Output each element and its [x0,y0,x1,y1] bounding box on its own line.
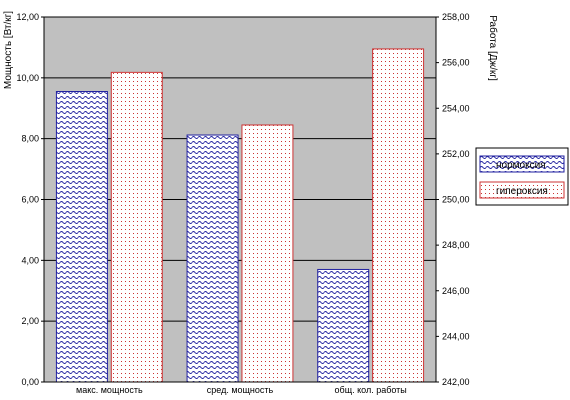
left-axis-title: Мощность [Вт/кг] [3,11,14,89]
bar-normoxia [186,134,239,383]
left-axis-ticks: 0,00 2,00 4,00 6,00 8,00 10,00 12,00 [16,12,44,387]
legend: нормоксия гипероксия [475,147,569,206]
legend-label-normoxia: нормоксия [496,160,546,171]
bar-hyperoxia [372,48,425,383]
left-tick-label: 8,00 [21,134,39,144]
legend-swatch-hyperoxia [479,181,565,199]
right-axis-ticks: 242,00 244,00 246,00 248,00 250,00 252,00 254,… [436,12,470,387]
right-axis-title: Работа [Дж/кг] [487,15,499,81]
right-tick-label: 248,00 [442,240,470,250]
bar-normoxia [317,268,370,383]
category-label: общ. кол. работы [335,385,407,395]
x-axis-ticks: макс. мощность сред. мощность общ. кол. ра… [76,385,407,395]
right-tick-label: 254,00 [442,103,470,113]
category-label: макс. мощность [76,385,143,395]
right-tick-label: 256,00 [442,58,470,68]
bar-normoxia [55,91,108,383]
category-label: сред. мощность [207,385,274,395]
legend-swatch-normoxia [479,155,565,173]
left-tick-label: 10,00 [16,73,39,83]
right-tick-label: 242,00 [442,377,470,387]
left-tick-label: 4,00 [21,255,39,265]
left-tick-label: 0,00 [21,377,39,387]
right-tick-label: 252,00 [442,149,470,159]
right-tick-label: 246,00 [442,286,470,296]
legend-label-hyperoxia: гипероксия [496,186,548,197]
right-tick-label: 244,00 [442,331,470,341]
bar-hyperoxia [110,71,163,383]
right-tick-label: 258,00 [442,12,470,22]
bar-hyperoxia [241,124,294,383]
left-tick-label: 6,00 [21,195,39,205]
right-tick-label: 250,00 [442,195,470,205]
left-tick-label: 12,00 [16,12,39,22]
left-tick-label: 2,00 [21,316,39,326]
